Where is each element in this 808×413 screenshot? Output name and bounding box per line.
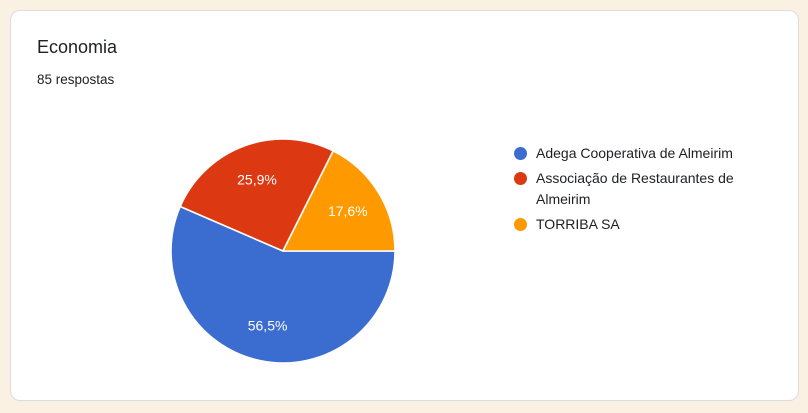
legend-swatch-icon	[514, 218, 527, 231]
legend-label: Associação de Restaurantes de Almeirim	[536, 170, 734, 207]
pie-chart: 56,5% 25,9% 17,6%	[170, 138, 396, 364]
legend-label: Adega Cooperativa de Almeirim	[536, 145, 733, 161]
legend-item-2: TORRIBA SA	[514, 214, 756, 235]
responses-count: 85 respostas	[37, 72, 115, 87]
slice-percent-label-0: 56,5%	[248, 318, 288, 334]
question-title: Economia	[37, 37, 118, 57]
question-summary-card: Economia 85 respostas 56,5% 25,9% 17,6% Ad…	[10, 10, 799, 401]
pie-slice-2[interactable]	[282, 150, 396, 252]
pie-slice-0[interactable]	[170, 205, 396, 364]
chart-legend: Adega Cooperativa de Almeirim Associação …	[514, 143, 756, 239]
slice-percent-label-2: 17,6%	[328, 203, 368, 219]
legend-swatch-icon	[514, 172, 527, 185]
slice-percent-label-1: 25,9%	[237, 171, 277, 187]
pie-slice-1[interactable]	[179, 138, 335, 252]
legend-item-0: Adega Cooperativa de Almeirim	[514, 143, 756, 164]
legend-swatch-icon	[514, 147, 527, 160]
legend-item-1: Associação de Restaurantes de Almeirim	[514, 168, 756, 210]
legend-label: TORRIBA SA	[536, 216, 620, 232]
